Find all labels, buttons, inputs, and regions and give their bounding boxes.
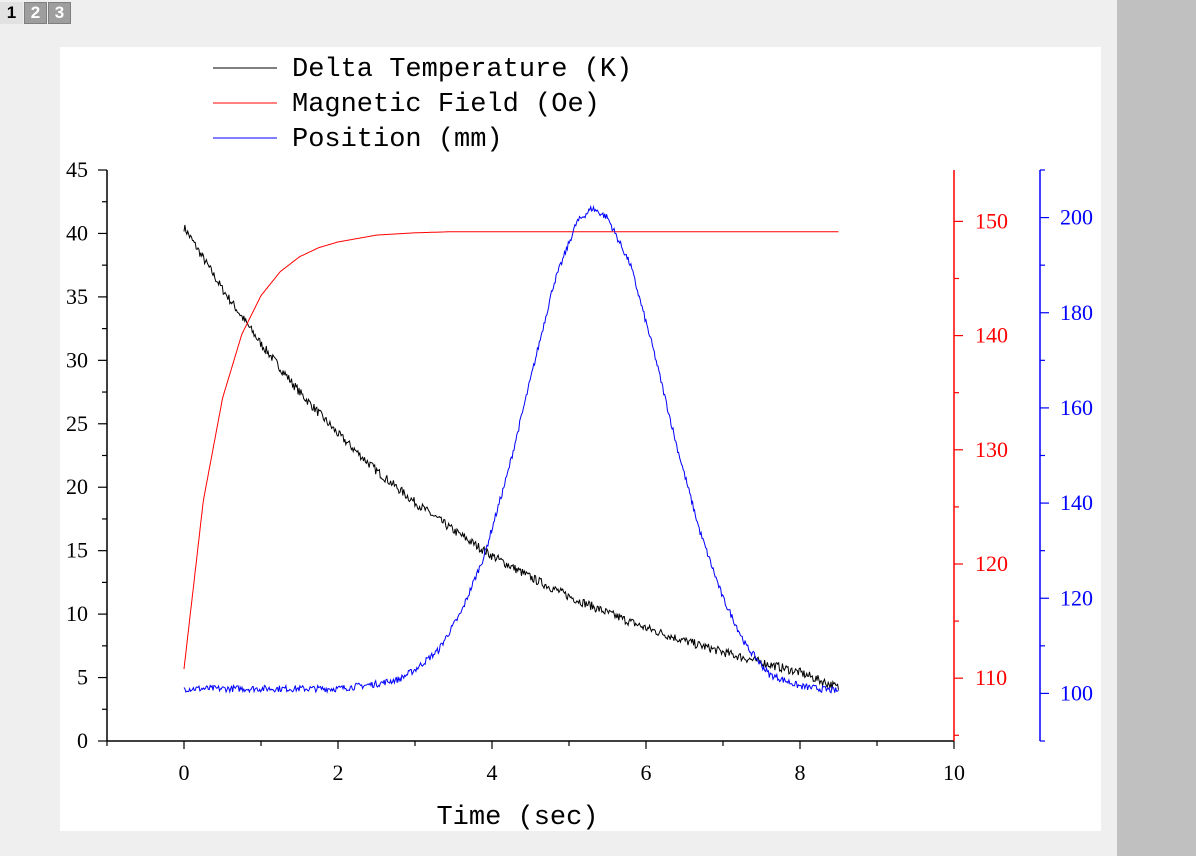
right-tick-label: 140 xyxy=(975,323,1008,348)
far-right-tick-label: 100 xyxy=(1060,680,1093,705)
left-tick-label: 10 xyxy=(66,601,88,626)
x-tick-label: 10 xyxy=(943,760,965,785)
left-tick-label: 40 xyxy=(66,220,88,245)
right-tick-label: 120 xyxy=(975,551,1008,576)
right-tick-label: 130 xyxy=(975,437,1008,462)
legend-label: Magnetic Field (Oe) xyxy=(292,90,600,120)
left-tick-label: 35 xyxy=(66,284,88,309)
far-right-tick-label: 140 xyxy=(1060,490,1093,515)
page-tabs: 1 2 3 xyxy=(0,2,71,24)
left-tick-label: 15 xyxy=(66,538,88,563)
left-tick-label: 45 xyxy=(66,157,88,182)
series-line-3 xyxy=(183,204,839,694)
far-right-tick-label: 160 xyxy=(1060,395,1093,420)
legend-label: Position (mm) xyxy=(292,125,503,155)
series-line-2 xyxy=(183,231,839,670)
far-right-tick-label: 180 xyxy=(1060,300,1093,325)
x-axis-title: Time (sec) xyxy=(436,803,598,833)
tab-page-1[interactable]: 1 xyxy=(0,2,23,24)
left-tick-label: 20 xyxy=(66,474,88,499)
tab-page-3[interactable]: 3 xyxy=(48,2,71,24)
legend-label: Delta Temperature (K) xyxy=(292,55,632,85)
series-line-1 xyxy=(183,224,839,690)
far-right-tick-label: 200 xyxy=(1060,205,1093,230)
vertical-scrollbar[interactable] xyxy=(1117,0,1196,856)
x-tick-label: 0 xyxy=(179,760,190,785)
tab-page-2[interactable]: 2 xyxy=(24,2,47,24)
left-tick-label: 25 xyxy=(66,411,88,436)
graph-page xyxy=(60,47,1101,831)
x-tick-label: 2 xyxy=(333,760,344,785)
x-tick-label: 6 xyxy=(641,760,652,785)
left-tick-label: 0 xyxy=(77,728,88,753)
left-tick-label: 5 xyxy=(77,665,88,690)
left-tick-label: 30 xyxy=(66,347,88,372)
x-tick-label: 8 xyxy=(795,760,806,785)
far-right-tick-label: 120 xyxy=(1060,585,1093,610)
right-tick-label: 150 xyxy=(975,208,1008,233)
right-tick-label: 110 xyxy=(975,665,1007,690)
x-tick-label: 4 xyxy=(487,760,498,785)
